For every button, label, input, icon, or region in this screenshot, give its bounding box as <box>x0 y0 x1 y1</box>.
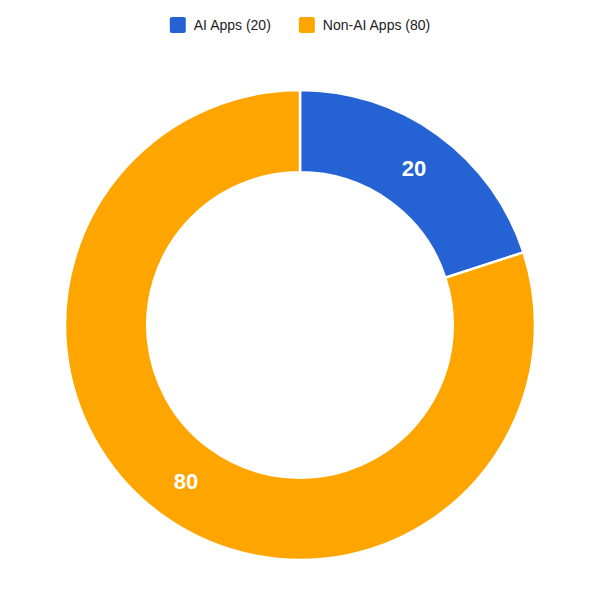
data-label: 20 <box>402 156 426 181</box>
donut-wedge <box>65 90 535 560</box>
chart-container: 2080AI Apps (20)Non-AI Apps (80) <box>0 0 600 600</box>
legend-swatch <box>299 17 315 33</box>
data-labels: 2080 <box>174 156 426 495</box>
legend-item: AI Apps (20) <box>170 17 271 33</box>
background <box>0 0 600 600</box>
legend-swatch <box>170 17 186 33</box>
legend: AI Apps (20) Non-AI Apps (80) <box>170 17 430 33</box>
legend-label: AI Apps (20) <box>194 17 271 33</box>
legend-item: Non-AI Apps (80) <box>299 17 430 33</box>
legend-label: Non-AI Apps (80) <box>323 17 430 33</box>
donut-wedge <box>300 90 523 278</box>
data-label: 80 <box>174 469 198 494</box>
chart-svg: 2080AI Apps (20)Non-AI Apps (80) <box>0 0 600 600</box>
wedges <box>65 90 535 560</box>
